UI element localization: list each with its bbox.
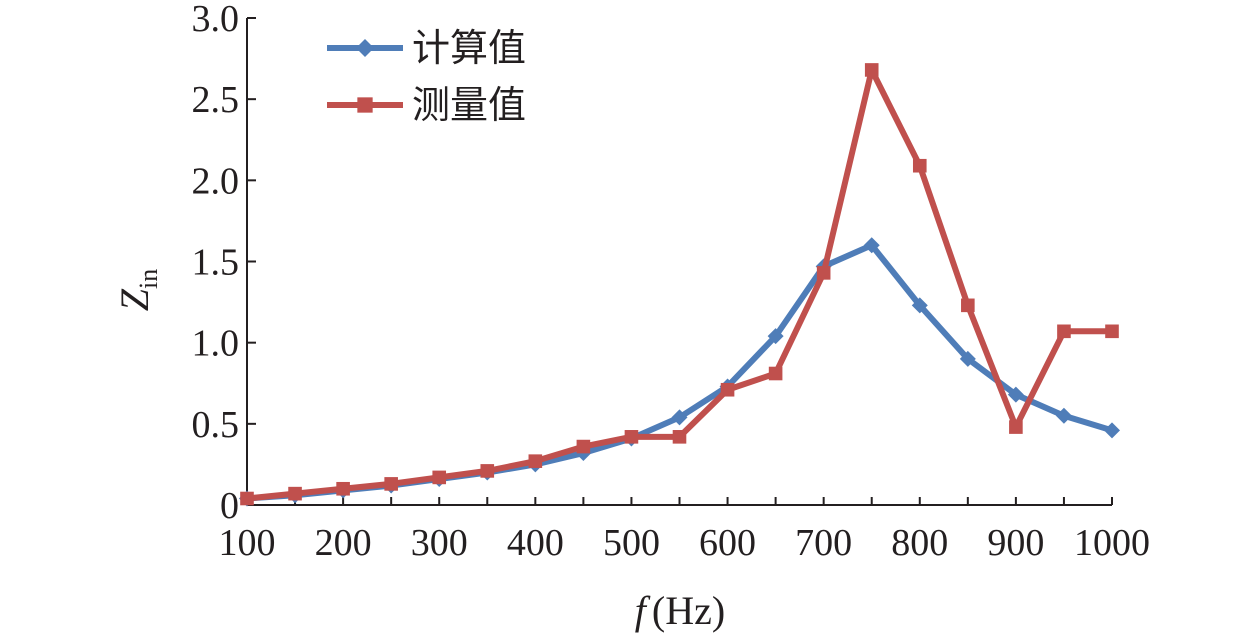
legend-label: 测量值 [412,83,526,127]
x-tick-label: 700 [795,522,852,564]
data-point [336,481,350,496]
data-point [624,430,639,444]
data-point [767,328,784,345]
x-tick-label: 300 [411,522,468,564]
data-point [912,158,927,173]
y-tick-label: 1.0 [192,323,240,365]
y-tick-label: 2.5 [192,79,240,121]
data-point [911,297,928,314]
legend-item-1: 计算值 [327,26,526,70]
data-point [1055,407,1072,424]
data-point [864,63,879,77]
data-point [863,237,880,254]
data-point [1105,324,1119,339]
data-point [528,454,543,468]
data-point [1009,420,1023,434]
data-point [480,464,495,478]
x-tick-label: 600 [699,522,756,564]
data-point [961,298,975,313]
series-layer [239,63,1120,507]
data-point [288,486,302,501]
legend-item-2: 测量值 [327,83,526,127]
series-1 [239,237,1120,507]
y-axis-subscript: in [134,269,163,289]
data-point [356,39,374,57]
data-point [384,477,398,491]
x-tick-label: 800 [891,522,948,564]
data-point [672,430,687,444]
x-tick-label: 900 [987,522,1044,564]
data-point [240,491,254,506]
data-point [720,382,735,397]
data-point [959,350,976,367]
y-axis-variable: Z [112,288,157,311]
legend-label: 计算值 [412,26,526,70]
data-point [768,366,783,381]
data-point [671,409,688,426]
data-point [357,97,373,113]
x-axis-variable: f [635,588,651,633]
data-point [1057,324,1071,339]
data-point [1104,422,1120,439]
x-axis-label: f (Hz) [635,588,725,633]
y-axis-label: Zin [112,269,163,311]
data-point [1007,386,1024,403]
y-tick-label: 1.5 [192,242,240,284]
series-2 [240,63,1119,506]
y-tick-label: 0 [220,485,239,527]
x-axis-unit: (Hz) [652,588,725,633]
x-tick-label: 400 [507,522,564,564]
data-point [432,470,447,485]
axis-labels: f (Hz) Zin [112,269,725,633]
series-line [244,242,1115,502]
data-point [816,266,831,280]
x-tick-label: 500 [603,522,660,564]
x-tick-label: 200 [315,522,372,564]
axes: 0 0.5 1.0 1.5 2.0 2.5 3.0 100 200 300 400 500 600 700… [192,0,1151,564]
y-tick-label: 3.0 [192,0,240,40]
data-point [576,439,591,454]
y-tick-label: 0.5 [192,404,240,446]
y-tick-label: 2.0 [192,160,240,202]
x-tick-label: 100 [219,522,276,564]
x-tick-label: 1000 [1074,522,1150,564]
